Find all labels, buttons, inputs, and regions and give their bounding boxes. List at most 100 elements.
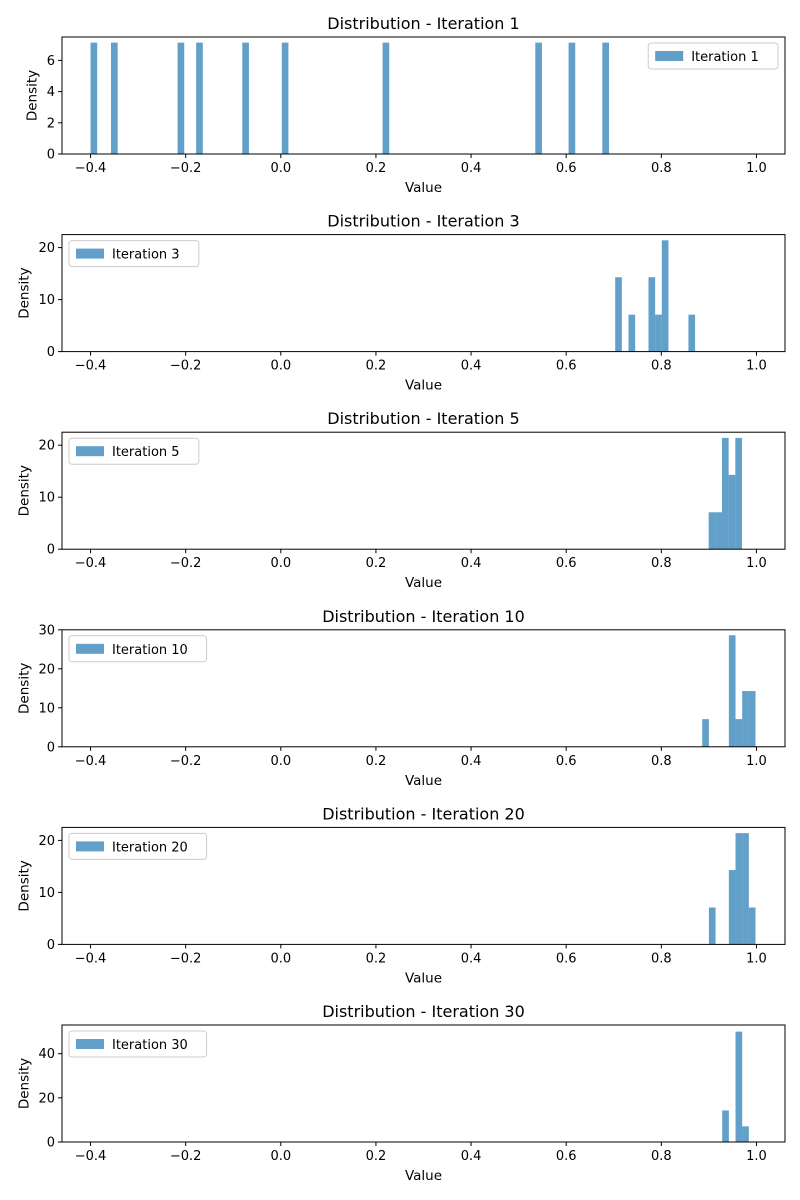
subplot-title: Distribution - Iteration 1: [327, 14, 519, 33]
legend: Iteration 3: [68, 240, 200, 268]
histogram-bar: [628, 314, 636, 352]
subplot-3: Distribution - Iteration 5 −0.4 −0.2 0.0 0.2…: [16, 409, 786, 591]
x-tick-label: −0.2: [170, 556, 202, 571]
histogram-bar: [735, 437, 742, 550]
x-axis-label: Value: [405, 180, 442, 196]
x-tick-label: 0.8: [651, 359, 672, 374]
subplot-title: Distribution - Iteration 30: [322, 1002, 525, 1021]
x-tick-label: −0.4: [75, 359, 107, 374]
x-axis-label: Value: [405, 1168, 442, 1184]
y-tick-label: 20: [38, 439, 55, 454]
subplot-6: Distribution - Iteration 30 −0.4 −0.2 0.0 0.…: [16, 1002, 786, 1184]
x-tick-label: 0.0: [270, 754, 291, 769]
x-tick-label: −0.4: [75, 556, 107, 571]
axes-frame: [61, 629, 786, 748]
y-tick-label: 20: [38, 662, 55, 677]
y-axis-label: Density: [16, 860, 32, 911]
legend-box: [68, 832, 208, 860]
x-tick-label: 0.4: [461, 556, 482, 571]
x-tick-label: 0.2: [366, 556, 387, 571]
histogram-bar: [655, 314, 662, 352]
histogram-bar: [721, 437, 729, 550]
histogram-bar: [661, 240, 669, 352]
x-tick-label: 0.2: [366, 359, 387, 374]
x-tick-label: 0.6: [556, 754, 577, 769]
histogram-bar: [242, 42, 249, 155]
y-tick-label: 40: [38, 1047, 55, 1062]
y-tick-label: 0: [47, 148, 55, 163]
subplot-title: Distribution - Iteration 20: [322, 804, 525, 823]
y-tick-label: 4: [47, 85, 55, 100]
axes-frame: [61, 36, 786, 155]
y-tick-label: 20: [38, 1091, 55, 1106]
histogram-bar: [742, 691, 749, 747]
subplot-1: Distribution - Iteration 1 −0.4 −0.2 0.0 0.2…: [25, 14, 786, 196]
x-tick-label: 0.6: [556, 161, 577, 176]
y-tick-label: 10: [38, 491, 55, 506]
x-tick-label: 1.0: [746, 359, 767, 374]
histogram-bar: [742, 833, 749, 945]
y-axis-label: Density: [16, 465, 32, 516]
histogram-bar: [281, 42, 289, 155]
x-axis-label: Value: [405, 378, 442, 394]
x-tick-label: 0.2: [366, 951, 387, 966]
legend-box: [68, 240, 200, 268]
x-tick-label: 0.8: [651, 951, 672, 966]
legend-swatch: [76, 446, 104, 457]
y-tick-label: 0: [47, 938, 55, 953]
histogram-bar: [735, 719, 743, 747]
histogram-bar: [728, 635, 736, 747]
x-tick-label: 0.4: [461, 1149, 482, 1164]
legend-label: Iteration 5: [112, 445, 180, 460]
histogram-bar: [615, 277, 622, 352]
histogram-bar: [735, 1031, 743, 1142]
x-tick-label: 0.8: [651, 1149, 672, 1164]
x-tick-label: 0.4: [461, 951, 482, 966]
y-tick-label: 20: [38, 834, 55, 849]
legend-label: Iteration 20: [112, 840, 188, 855]
histogram-bar: [382, 42, 390, 155]
subplot-title: Distribution - Iteration 3: [327, 212, 519, 231]
legend-label: Iteration 1: [691, 50, 759, 65]
legend: Iteration 10: [68, 635, 208, 663]
x-tick-label: −0.2: [170, 161, 202, 176]
histogram-bar: [688, 314, 696, 352]
axes-frame: [61, 431, 786, 550]
legend: Iteration 20: [68, 832, 208, 860]
histogram-bar: [90, 42, 98, 155]
y-tick-label: 0: [47, 740, 55, 755]
histogram-bar: [708, 512, 716, 550]
x-tick-label: 0.0: [270, 556, 291, 571]
x-tick-label: 0.6: [556, 1149, 577, 1164]
histogram-bar: [722, 1110, 729, 1142]
histogram-bar: [748, 691, 756, 747]
y-axis-label: Density: [25, 70, 41, 121]
x-tick-label: 0.0: [270, 951, 291, 966]
x-axis-label: Value: [405, 575, 442, 591]
y-tick-label: 10: [38, 701, 55, 716]
x-tick-label: 0.8: [651, 754, 672, 769]
legend-box: [68, 635, 208, 663]
histogram-bar: [110, 42, 118, 155]
x-tick-label: 0.8: [651, 161, 672, 176]
histogram-bar: [196, 42, 203, 155]
y-tick-label: 0: [47, 1136, 55, 1151]
legend-box: [68, 437, 200, 465]
x-tick-label: −0.4: [75, 754, 107, 769]
subplot-4: Distribution - Iteration 10 −0.4 −0.2 0.0 0.…: [16, 607, 786, 789]
y-tick-label: 6: [47, 54, 55, 69]
x-tick-label: 1.0: [746, 951, 767, 966]
x-tick-label: −0.2: [170, 754, 202, 769]
legend: Iteration 30: [68, 1030, 208, 1058]
histogram-bar: [735, 833, 743, 945]
legend: Iteration 1: [647, 42, 779, 70]
x-tick-label: 1.0: [746, 556, 767, 571]
legend-box: [647, 42, 779, 70]
histogram-bar: [748, 907, 756, 945]
x-tick-label: 0.6: [556, 359, 577, 374]
legend-swatch: [655, 51, 684, 61]
x-tick-label: 0.4: [461, 161, 482, 176]
legend-box: [68, 1030, 208, 1058]
subplot-5: Distribution - Iteration 20 −0.4 −0.2 0.0 0.…: [16, 804, 786, 986]
x-tick-label: 0.6: [556, 556, 577, 571]
